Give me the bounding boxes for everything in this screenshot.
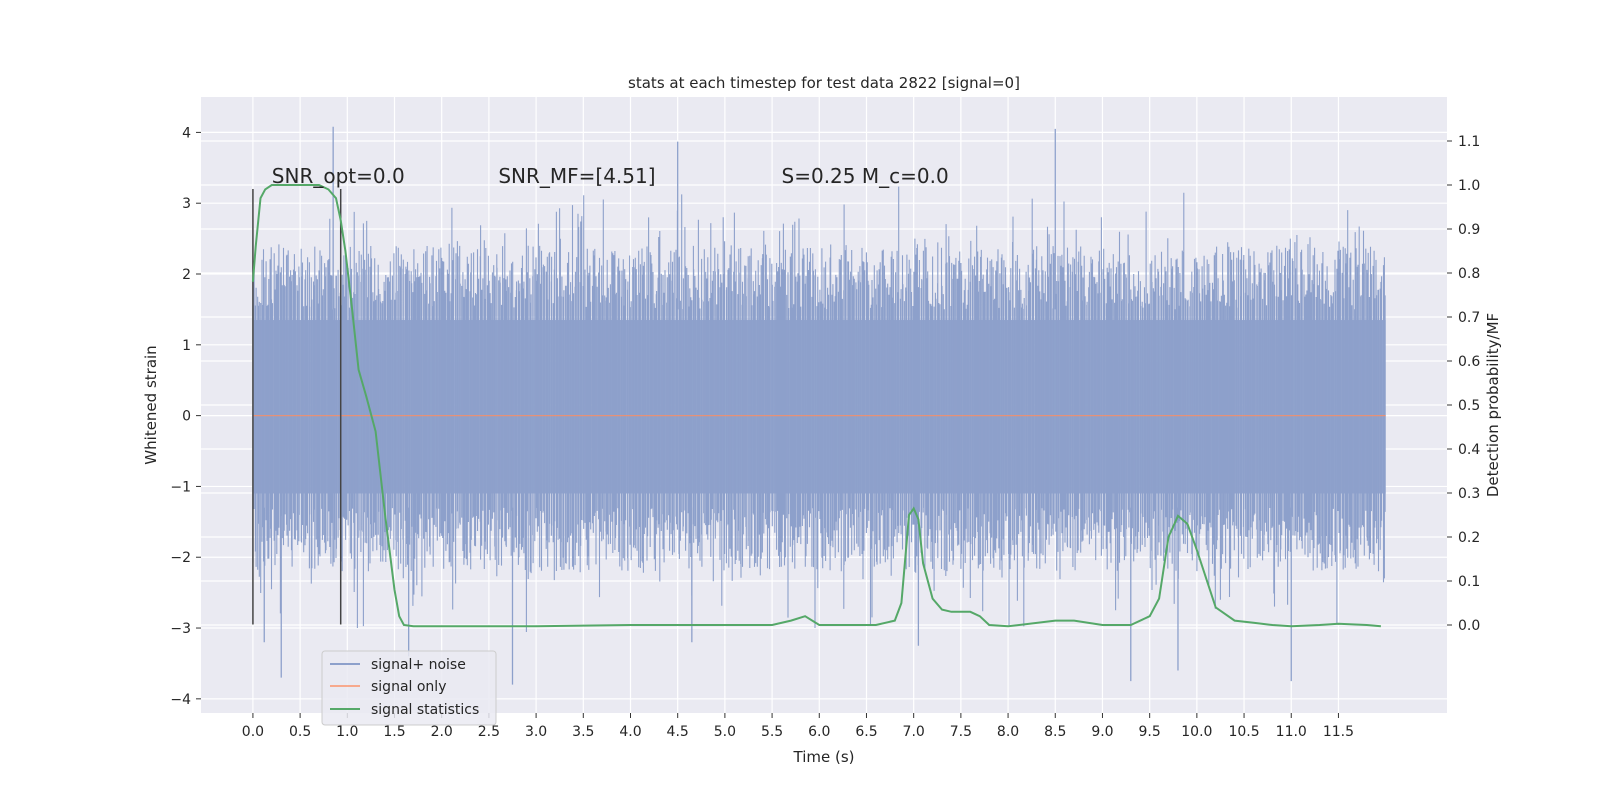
x-tick-label: 5.5 — [761, 724, 783, 740]
x-tick-label: 4.0 — [619, 724, 641, 740]
series-signal-statistics — [251, 184, 1381, 628]
y-left-tick-label: −2 — [170, 550, 191, 566]
x-tick-label: 2.0 — [431, 724, 453, 740]
series-signal-plus-noise — [252, 126, 1386, 685]
y-left-tick-label: −1 — [170, 479, 191, 495]
x-axis-label: Time (s) — [793, 748, 855, 766]
x-tick-label: 6.0 — [808, 724, 830, 740]
x-tick-label: 8.0 — [997, 724, 1019, 740]
x-tick-label: 10.0 — [1181, 724, 1212, 740]
y-right-axis-ticks: 1.1 1.0 0.9 0.8 0.7 0.6 0.5 0.4 0.3 0.2 0.1 0.0 — [1447, 134, 1480, 634]
x-axis-ticks: 0.0 0.5 1.0 1.5 2.0 2.5 3.0 3.5 4.0 4.5 5.0 5.5 6.0 6… — [242, 713, 1354, 740]
x-tick-label: 9.0 — [1091, 724, 1113, 740]
x-tick-label: 0.0 — [242, 724, 264, 740]
y-right-tick-label: 0.9 — [1458, 222, 1480, 238]
x-tick-label: 4.5 — [667, 724, 689, 740]
y-right-axis-label: Detection probability/MF — [1484, 313, 1502, 497]
y-right-tick-label: 0.2 — [1458, 530, 1480, 546]
y-right-tick-label: 0.0 — [1458, 618, 1480, 634]
y-right-tick-label: 0.4 — [1458, 442, 1480, 458]
signal-statistics-line — [251, 184, 1381, 628]
x-tick-label: 11.0 — [1276, 724, 1307, 740]
chart-title: stats at each timestep for test data 282… — [628, 74, 1020, 92]
y-right-tick-label: 0.5 — [1458, 398, 1480, 414]
y-right-tick-label: 0.3 — [1458, 486, 1480, 502]
x-tick-label: 5.0 — [714, 724, 736, 740]
y-left-axis-ticks: 4 3 2 1 0 −1 −2 −3 −4 — [170, 125, 201, 708]
y-left-axis-label: Whitened strain — [142, 345, 160, 464]
annotations: SNR_opt=0.0 SNR_MF=[4.51] S=0.25 M_c=0.0 — [272, 164, 949, 188]
y-left-tick-label: 3 — [182, 196, 191, 212]
x-tick-label: 3.0 — [525, 724, 547, 740]
y-right-tick-label: 0.6 — [1458, 354, 1480, 370]
annotation-2: S=0.25 M_c=0.0 — [782, 164, 949, 188]
y-left-tick-label: 4 — [182, 125, 191, 141]
x-tick-label: 8.5 — [1044, 724, 1066, 740]
legend: signal+ noise signal only signal statist… — [321, 650, 497, 726]
y-right-tick-label: 1.1 — [1458, 134, 1480, 150]
marker-lines — [252, 189, 342, 625]
x-tick-label: 10.5 — [1228, 724, 1259, 740]
y-left-tick-label: 2 — [182, 267, 191, 283]
annotation-1: SNR_MF=[4.51] — [498, 164, 655, 188]
y-left-tick-label: −4 — [170, 692, 191, 708]
y-right-tick-label: 0.1 — [1458, 574, 1480, 590]
y-left-tick-label: −3 — [170, 621, 191, 637]
x-tick-label: 9.5 — [1139, 724, 1161, 740]
y-right-tick-label: 1.0 — [1458, 178, 1480, 194]
legend-label-signal-only: signal only — [371, 679, 446, 695]
x-tick-label: 2.5 — [478, 724, 500, 740]
x-tick-label: 7.5 — [950, 724, 972, 740]
y-right-tick-label: 0.7 — [1458, 310, 1480, 326]
y-left-tick-label: 0 — [182, 409, 191, 425]
x-tick-label: 3.5 — [572, 724, 594, 740]
y-left-tick-label: 1 — [182, 338, 191, 354]
y-right-tick-label: 0.8 — [1458, 266, 1480, 282]
legend-label-signal-plus-noise: signal+ noise — [371, 657, 466, 673]
x-tick-label: 1.5 — [383, 724, 405, 740]
legend-box — [321, 650, 497, 726]
annotation-0: SNR_opt=0.0 — [272, 164, 405, 188]
x-tick-label: 7.0 — [903, 724, 925, 740]
x-tick-label: 6.5 — [855, 724, 877, 740]
x-tick-label: 11.5 — [1323, 724, 1354, 740]
legend-label-signal-statistics: signal statistics — [371, 702, 479, 718]
x-tick-label: 1.0 — [336, 724, 358, 740]
x-tick-label: 0.5 — [289, 724, 311, 740]
